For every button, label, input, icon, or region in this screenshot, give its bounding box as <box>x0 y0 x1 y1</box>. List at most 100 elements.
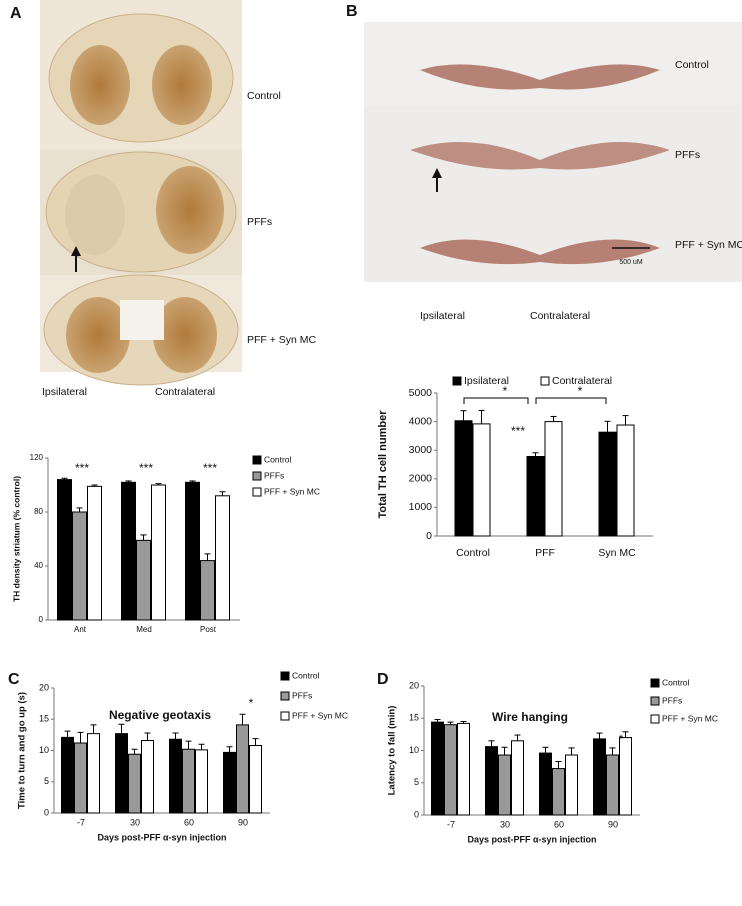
y-tick-label: 0 <box>414 809 419 819</box>
legend-swatch <box>280 691 290 701</box>
bar <box>249 745 262 814</box>
x-tick-label: -7 <box>447 819 455 829</box>
bar <box>128 753 141 814</box>
y-tick-label: 4000 <box>409 415 433 427</box>
legend-label: Ipsilateral <box>464 375 509 387</box>
panel-letter: D <box>377 671 389 688</box>
bar-chart: 0 5 10 15 20 -7 30 60 90 Control PFFs PFF + Syn MC T… <box>17 670 348 842</box>
side-label: Ipsilateral <box>42 386 87 398</box>
y-tick-label: 20 <box>39 682 49 692</box>
x-axis-label: Days post-PFF α-syn injection <box>467 834 596 844</box>
bar <box>57 479 72 621</box>
y-tick-label: 0 <box>44 807 49 817</box>
y-tick-label: 15 <box>409 713 419 723</box>
bar <box>74 742 87 814</box>
legend-label: PFFs <box>264 470 284 480</box>
legend-swatch <box>650 678 660 688</box>
x-tick-label: 60 <box>184 817 194 827</box>
x-tick-label: Control <box>456 547 490 559</box>
legend-label: Control <box>662 677 690 687</box>
significance-mark: *** <box>203 461 217 475</box>
significance-mark: * <box>503 384 508 398</box>
y-tick-label: 120 <box>30 453 44 462</box>
significance-bracket <box>535 397 607 404</box>
bar <box>454 420 473 537</box>
legend-label: PFF + Syn MC <box>662 713 718 723</box>
bar <box>141 740 154 814</box>
y-axis-label: Total TH cell number <box>377 410 389 519</box>
bar <box>472 423 491 537</box>
y-tick-label: 0 <box>426 530 432 542</box>
panel-letter: A <box>10 5 22 22</box>
legend-swatch <box>280 671 290 681</box>
bar <box>619 737 632 816</box>
legend-label: PFFs <box>662 695 682 705</box>
y-tick-label: 3000 <box>409 444 433 456</box>
legend-label: PFFs <box>292 690 312 700</box>
x-tick-label: 90 <box>238 817 248 827</box>
bar <box>457 722 470 816</box>
significance-mark: * <box>619 732 624 746</box>
legend-swatch <box>650 714 660 724</box>
y-axis-label: TH density striatum (% control) <box>11 476 21 602</box>
panel-letter: B <box>346 3 358 20</box>
image-label: PFF + Syn MC <box>675 239 742 251</box>
bar <box>61 736 74 814</box>
side-label: Contralateral <box>155 386 215 398</box>
y-tick-label: 15 <box>39 714 49 724</box>
bar <box>444 724 457 816</box>
y-tick-label: 20 <box>409 680 419 690</box>
y-tick-label: 80 <box>34 507 43 516</box>
y-tick-label: 5000 <box>409 387 433 399</box>
image-label: PFF + Syn MC <box>247 334 317 346</box>
y-tick-label: 40 <box>34 561 43 570</box>
x-tick-label: Med <box>136 625 152 634</box>
bar <box>223 751 236 814</box>
midbrain-sections-b <box>364 22 742 282</box>
image-label: PFFs <box>675 149 700 161</box>
chart-title: Negative geotaxis <box>109 708 211 722</box>
x-tick-label: 30 <box>130 817 140 827</box>
bar <box>87 485 102 621</box>
legend-label: PFF + Syn MC <box>292 710 348 720</box>
bar <box>511 740 524 816</box>
legend-swatch <box>540 376 550 386</box>
side-label: Ipsilateral <box>420 310 465 322</box>
y-tick-label: 5 <box>414 777 419 787</box>
bar <box>565 754 578 816</box>
bar <box>169 738 182 814</box>
bar <box>593 738 606 816</box>
bar-chart: 0 40 80 120 Ant Med Post Control PFFs PFF + Syn M… <box>11 453 320 634</box>
image-label: PFFs <box>247 216 272 228</box>
panel-letter: C <box>8 671 20 688</box>
bar <box>121 481 136 621</box>
bar <box>598 431 617 537</box>
legend-swatch <box>650 696 660 706</box>
bar <box>498 754 511 816</box>
y-tick-label: 0 <box>39 615 44 624</box>
bar <box>182 748 195 814</box>
chart-title: Wire hanging <box>492 710 568 724</box>
bar-chart: 0 1000 2000 3000 4000 5000 Control PFF Syn MC Ips… <box>377 375 653 559</box>
scale-bar-label: 500 uM <box>619 259 643 266</box>
legend-swatch <box>252 487 262 497</box>
significance-bracket <box>463 397 529 404</box>
legend-label: PFF + Syn MC <box>264 486 320 496</box>
x-tick-label: 60 <box>554 819 564 829</box>
bar <box>185 481 200 621</box>
x-tick-label: Ant <box>74 625 87 634</box>
x-tick-label: PFF <box>535 547 555 559</box>
bar <box>136 539 151 621</box>
significance-mark: * <box>578 384 583 398</box>
legend-label: Control <box>292 670 320 680</box>
x-tick-label: 90 <box>608 819 618 829</box>
significance-mark: *** <box>139 461 153 475</box>
significance-mark: *** <box>75 461 89 475</box>
legend-swatch <box>452 376 462 386</box>
bar-chart: 0 5 10 15 20 -7 30 60 90 Control PFFs PFF + Syn MC L… <box>387 677 718 844</box>
bar <box>215 495 230 621</box>
y-tick-label: 1000 <box>409 501 433 513</box>
bar <box>552 768 565 816</box>
bar <box>616 424 635 537</box>
